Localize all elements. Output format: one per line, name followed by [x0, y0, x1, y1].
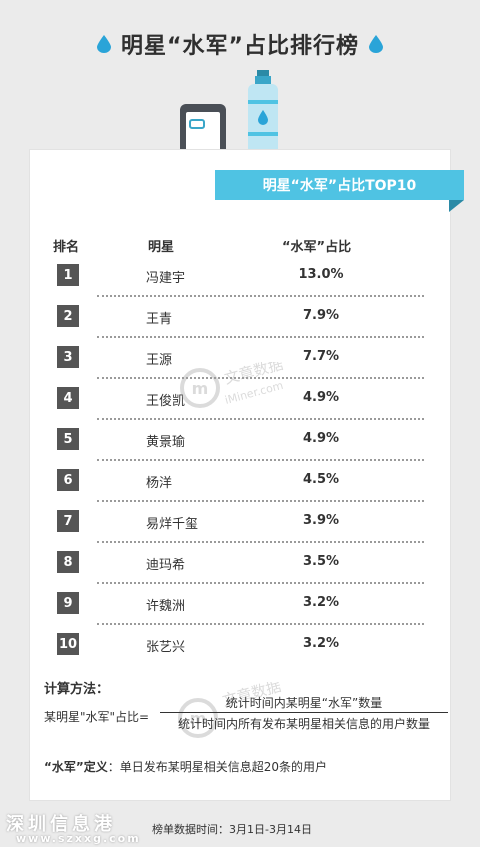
rank-badge: 3 [57, 346, 79, 368]
share-value: 3.9% [302, 513, 340, 528]
banner-fold [449, 200, 464, 212]
row-divider [97, 418, 424, 420]
column-header-rank: 排名 [53, 240, 80, 255]
rank-badge: 1 [57, 264, 79, 286]
share-value: 7.9% [302, 308, 340, 323]
star-name: 王俊凯 [146, 394, 186, 409]
header: 明星“水军”占比排行榜 [0, 24, 480, 64]
row-divider [97, 295, 424, 297]
share-value: 4.5% [302, 472, 340, 487]
table-row: 7 易烊千玺 3.9% [0, 510, 480, 551]
share-value: 4.9% [302, 390, 340, 405]
row-divider [97, 377, 424, 379]
site-watermark: 深圳信息港 [6, 814, 116, 835]
definition-text: ：单日发布某明星相关信息超20条的用户 [107, 760, 328, 774]
share-value: 3.2% [302, 636, 340, 651]
data-time: 榜单数据时间：3月1日-3月14日 [152, 823, 312, 836]
column-header-star: 明星 [148, 240, 175, 255]
formula-label: 某明星"水军"占比= [44, 710, 150, 724]
star-name: 杨洋 [146, 476, 173, 491]
formula-numerator: 统计时间内某明星“水军”数量 [225, 696, 383, 710]
rank-badge: 2 [57, 305, 79, 327]
star-name: 易烊千玺 [146, 517, 199, 532]
table-row: 3 王源 7.7% [0, 346, 480, 387]
rank-badge: 4 [57, 387, 79, 409]
share-value: 3.5% [302, 554, 340, 569]
share-value: 7.7% [302, 349, 340, 364]
rank-badge: 10 [57, 633, 79, 655]
table-row: 6 杨洋 4.5% [0, 469, 480, 510]
table-row: 5 黄景瑜 4.9% [0, 428, 480, 469]
star-name: 许魏洲 [146, 599, 186, 614]
watermark-logo: m 文章数据 [176, 677, 286, 746]
row-divider [97, 336, 424, 338]
star-name: 王源 [146, 353, 173, 368]
svg-text:m: m [190, 709, 207, 728]
rank-badge: 9 [57, 592, 79, 614]
table-row: 10 张艺兴 3.2% [0, 633, 480, 674]
method-title: 计算方法： [44, 682, 110, 697]
water-drop-icon [97, 35, 112, 53]
table-row: 8 迪玛希 3.5% [0, 551, 480, 592]
page-title: 明星“水军”占比排行榜 [121, 34, 359, 59]
rank-badge: 7 [57, 510, 79, 532]
water-drop-icon [368, 35, 383, 53]
star-name: 迪玛希 [146, 558, 186, 573]
star-name: 张艺兴 [146, 640, 186, 655]
share-value: 4.9% [302, 431, 340, 446]
row-divider [97, 623, 424, 625]
formula-denominator: 统计时间内所有发布某明星相关信息的用户数量 [177, 717, 430, 731]
definition: “水军”定义：单日发布某明星相关信息超20条的用户 [44, 758, 327, 775]
rank-badge: 8 [57, 551, 79, 573]
row-divider [97, 582, 424, 584]
star-name: 冯建宇 [146, 271, 186, 286]
watermark-logo: m 文章数据 iMiner.com [178, 355, 308, 416]
table-row: 4 王俊凯 4.9% [0, 387, 480, 428]
column-header-share: “水军”占比 [282, 240, 352, 255]
row-divider [97, 541, 424, 543]
table-row: 1 冯建宇 13.0% [0, 264, 480, 305]
table-row: 9 许魏洲 3.2% [0, 592, 480, 633]
star-name: 黄景瑜 [146, 435, 186, 450]
star-name: 王青 [146, 312, 173, 327]
definition-term: “水军”定义 [44, 760, 108, 774]
share-value: 13.0% [298, 267, 344, 282]
ranking-card [30, 150, 450, 800]
share-value: 3.2% [302, 595, 340, 610]
rank-badge: 6 [57, 469, 79, 491]
water-bottle-icon [248, 70, 278, 160]
row-divider [97, 459, 424, 461]
table-row: 2 王青 7.9% [0, 305, 480, 346]
fraction-line [160, 712, 448, 713]
top10-banner: 明星“水军”占比TOP10 [215, 170, 464, 200]
rank-badge: 5 [57, 428, 79, 450]
row-divider [97, 500, 424, 502]
site-url-watermark: www.szxxg.com [16, 832, 141, 845]
svg-text:m: m [192, 379, 209, 398]
